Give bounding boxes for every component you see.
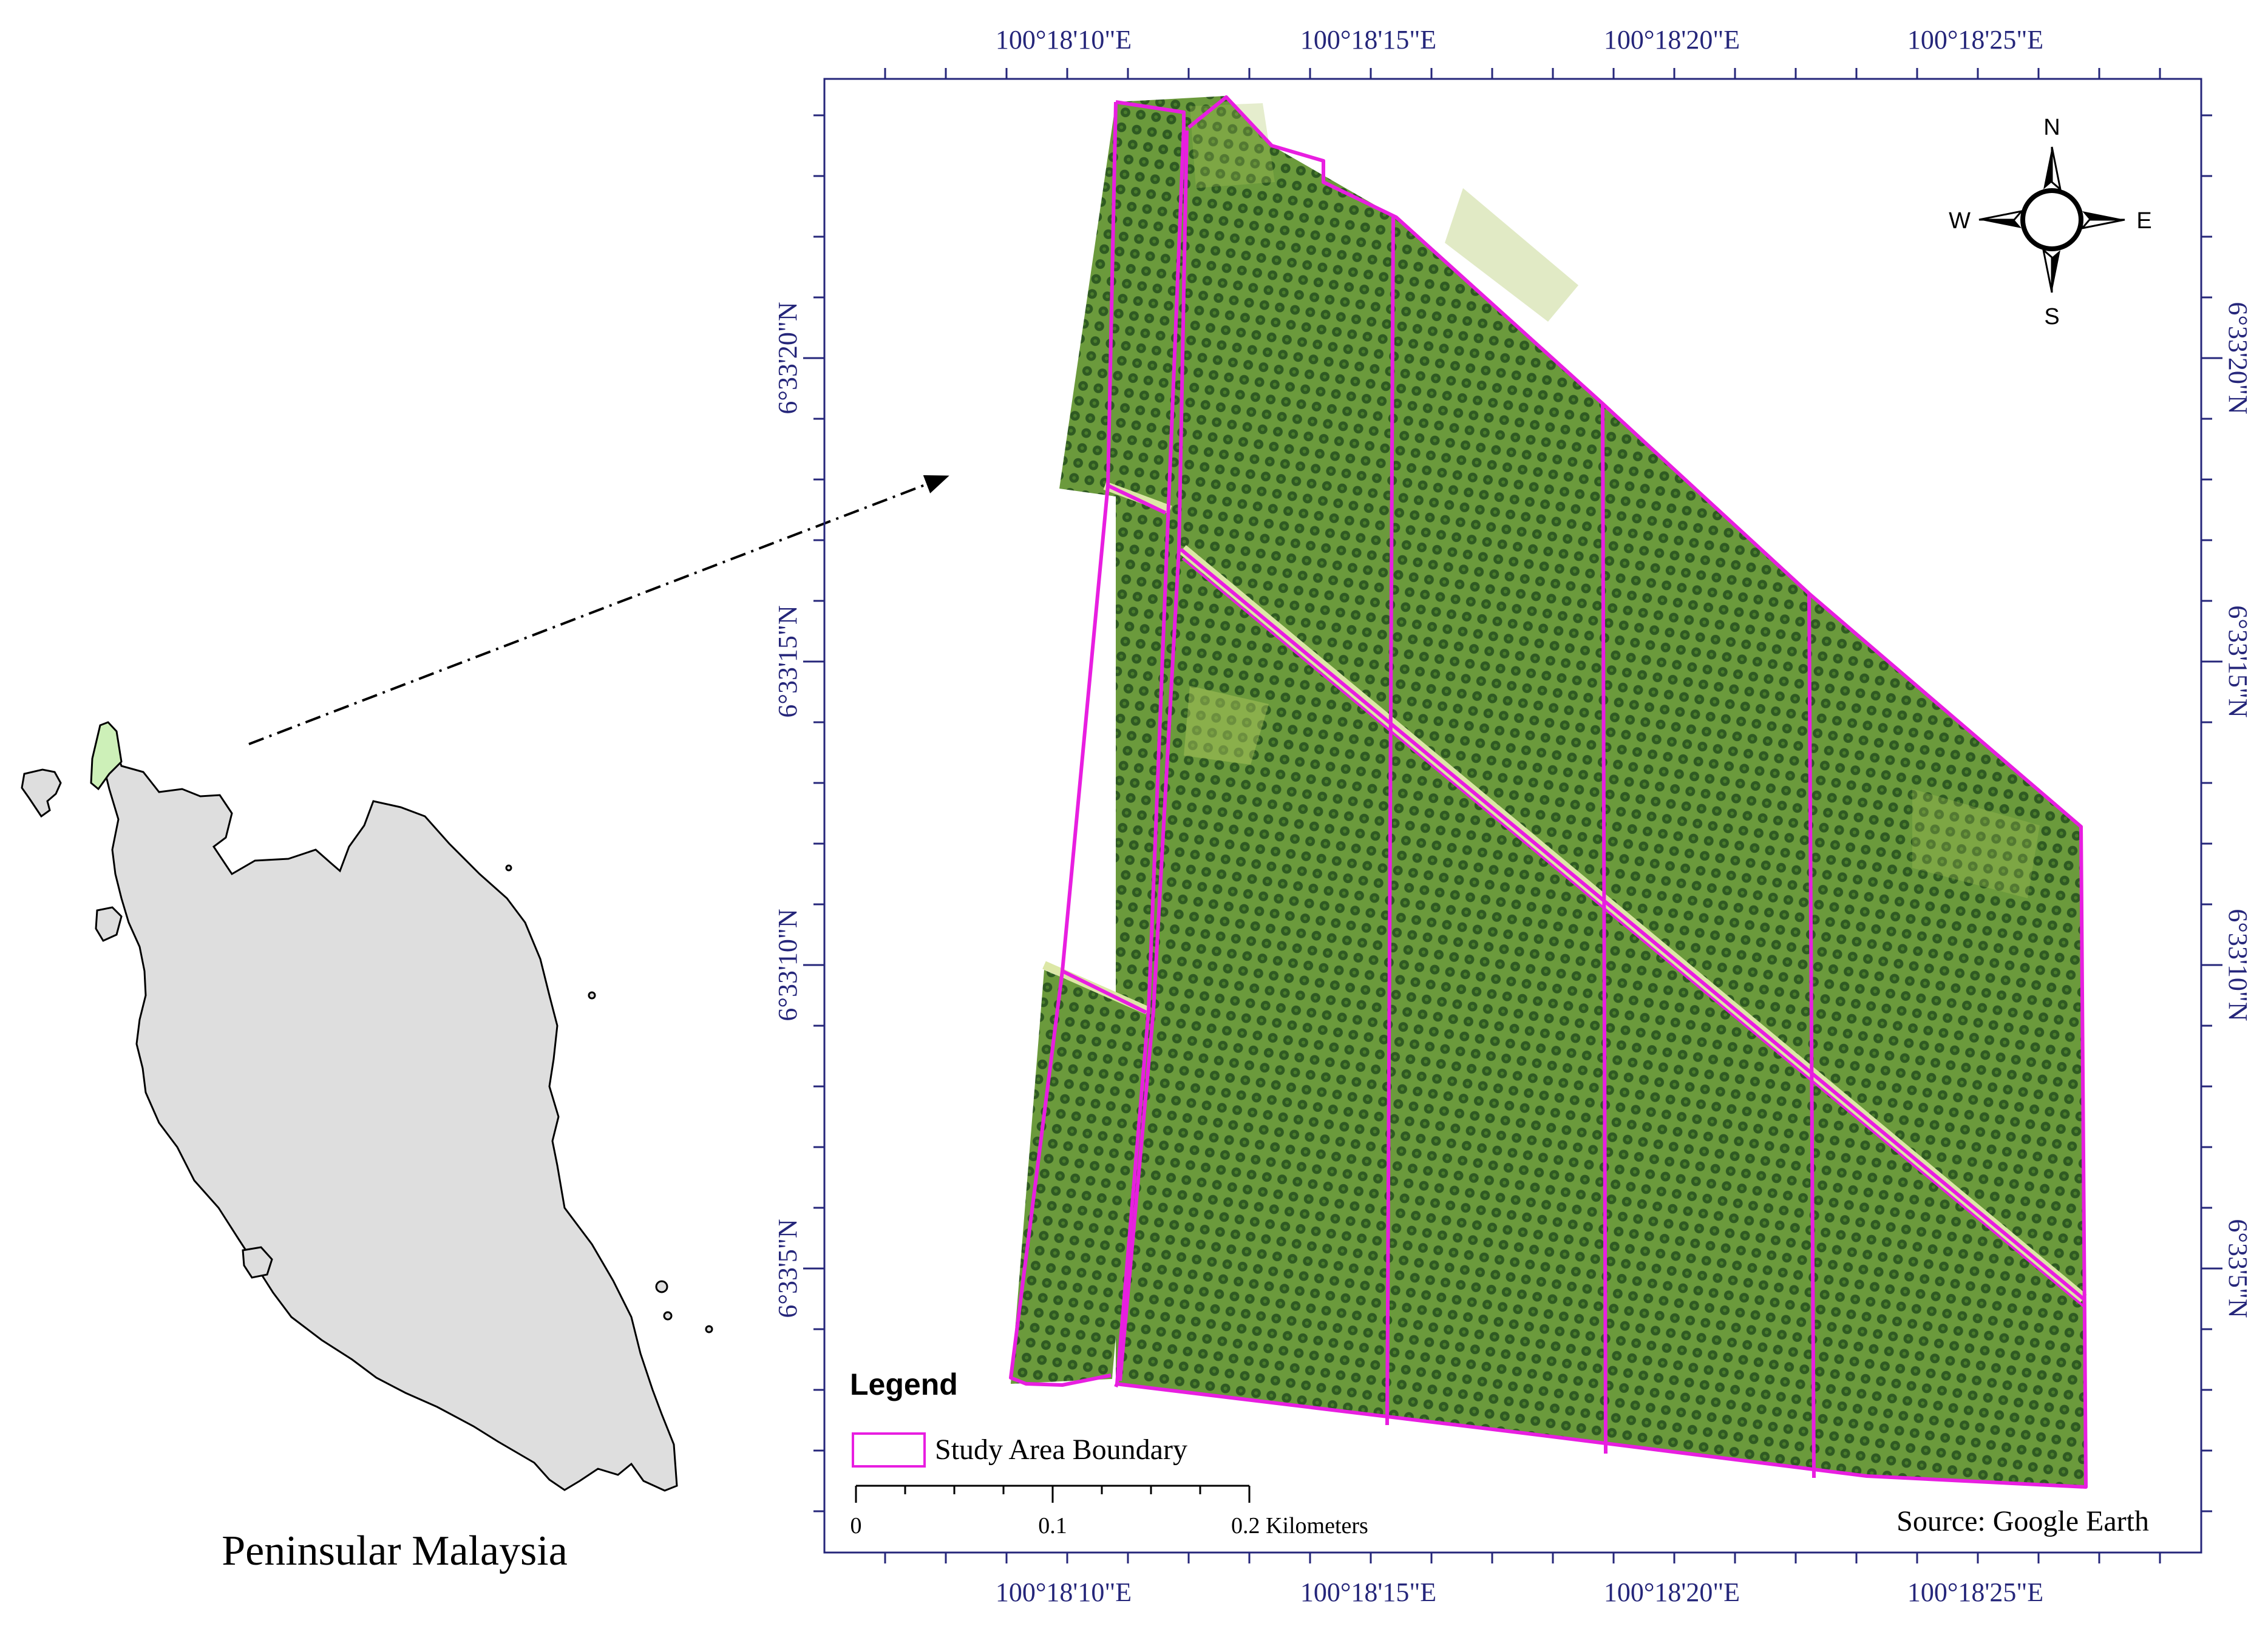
island-penang [95, 906, 123, 942]
right-label: 6°33'15"N [2223, 605, 2253, 717]
right-coordinate-labels: 6°33'20"N 6°33'15"N 6°33'10"N 6°33'5"N [2223, 302, 2253, 1318]
study-area-boundary [1009, 95, 2088, 1489]
bottom-label: 100°18'20"E [1604, 1577, 1740, 1607]
perlis-highlight [90, 721, 123, 791]
plantation-main [1116, 96, 2086, 1487]
legend: Legend Study Area Boundary [850, 1367, 1187, 1468]
island-langkawi [21, 768, 62, 818]
scale-label-0: 0 [850, 1513, 862, 1539]
left-label: 6°33'20"N [773, 302, 803, 414]
top-label: 100°18'10"E [996, 25, 1132, 55]
right-label: 6°33'10"N [2223, 909, 2253, 1021]
peninsular-malaysia-shape [102, 736, 678, 1492]
frame-ticks [803, 68, 2222, 1563]
plantation-southwest [1011, 970, 1144, 1384]
bottom-label: 100°18'25"E [1907, 1577, 2043, 1607]
scale-bar [855, 1485, 1251, 1503]
left-label: 6°33'5"N [773, 1219, 803, 1318]
plantation-imagery [1011, 96, 2087, 1487]
top-coordinate-labels: 100°18'10"E 100°18'15"E 100°18'20"E 100°… [996, 25, 2043, 55]
bottom-coordinate-labels: 100°18'10"E 100°18'15"E 100°18'20"E 100°… [996, 1577, 2043, 1607]
inset-caption: Peninsular Malaysia [222, 1528, 568, 1574]
north-arrow-icon [1978, 146, 2125, 293]
right-label: 6°33'5"N [2223, 1219, 2253, 1318]
top-label: 100°18'25"E [1907, 25, 2043, 55]
map-frame [823, 78, 2202, 1554]
top-label: 100°18'15"E [1300, 25, 1436, 55]
bottom-label: 100°18'10"E [996, 1577, 1132, 1607]
compass-s: S [2044, 304, 2059, 330]
inset-map [21, 721, 713, 1492]
source-credit: Source: Google Earth [1896, 1505, 2149, 1537]
right-label: 6°33'20"N [2223, 302, 2253, 414]
scale-label-2: 0.2 Kilometers [1231, 1513, 1368, 1539]
left-label: 6°33'15"N [773, 605, 803, 717]
left-label: 6°33'10"N [773, 909, 803, 1021]
left-coordinate-labels: 6°33'20"N 6°33'15"N 6°33'10"N 6°33'5"N [773, 302, 803, 1318]
scale-label-1: 0.1 [1038, 1513, 1067, 1539]
compass-e: E [2136, 208, 2151, 234]
legend-title: Legend [850, 1367, 958, 1401]
location-arrow [248, 475, 949, 745]
top-label: 100°18'20"E [1604, 25, 1740, 55]
island-pangkor [242, 1246, 273, 1279]
legend-item-label: Study Area Boundary [935, 1434, 1187, 1466]
compass-n: N [2043, 115, 2060, 140]
legend-swatch [852, 1432, 926, 1468]
compass-w: W [1949, 208, 1971, 234]
bottom-label: 100°18'15"E [1300, 1577, 1436, 1607]
